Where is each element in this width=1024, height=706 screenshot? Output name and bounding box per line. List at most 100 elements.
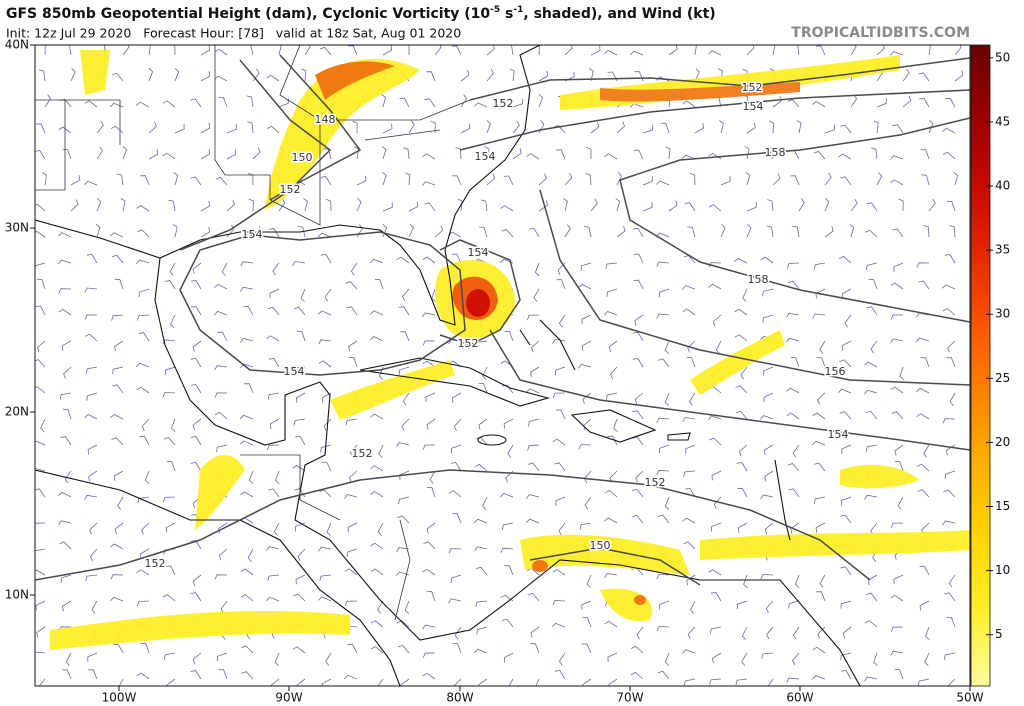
wind-barb [553,125,566,134]
wind-barb [35,600,46,611]
wind-barb [838,255,852,264]
wind-barb [850,198,858,212]
wind-barb [475,566,488,576]
wind-barb [382,202,393,212]
wind-barb [382,171,387,186]
wind-barb [764,522,774,535]
wind-barb [35,488,46,498]
wind-barb [923,225,930,238]
wind-barb [745,172,751,186]
wind-barb [344,568,358,576]
wind-barb [267,306,280,316]
wind-barb [530,643,540,654]
wind-barb [788,488,800,498]
wind-barb [325,198,332,212]
wind-barb [200,149,211,160]
wind-barb [694,122,705,134]
wind-barb [630,672,644,680]
wind-barb [552,622,566,628]
wind-barb [91,600,98,614]
wind-barb [141,522,150,535]
wind-barb [642,202,653,212]
wind-barb [743,574,748,589]
wind-barb [480,199,488,212]
wind-barb [759,415,774,420]
wind-barb [190,670,202,680]
wind-barb [876,98,887,108]
wind-barb [478,678,488,686]
wind-barb [664,340,670,354]
wind-barb [190,357,202,368]
contour-label: 154 [743,100,764,113]
wind-barb [711,522,722,532]
wind-barb [220,600,228,614]
wind-barb [555,366,566,376]
wind-barb [954,70,964,82]
wind-barb [344,674,358,680]
wind-barb [946,617,956,628]
wind-barb [173,172,179,186]
wind-barb [812,440,826,446]
colorbar-tick-label: 25 [995,371,1010,385]
wind-barb [402,288,410,302]
wind-barb [684,202,696,212]
wind-barb [682,308,696,316]
lon-label: 100W [102,691,137,705]
wind-barb [689,173,696,186]
wind-barb [301,68,307,82]
wind-barb [397,515,410,524]
wind-barb [633,227,644,238]
wind-barb [890,338,904,344]
wind-barb [190,462,202,472]
wind-barb [370,646,384,654]
wind-barb [634,392,644,405]
wind-barb [426,486,436,498]
wind-barb [687,626,696,639]
wind-barb [538,200,548,212]
wind-barb [448,598,462,604]
wind-barb [110,125,124,134]
wind-barb [266,546,280,551]
wind-barb [719,120,724,134]
wind-barb [216,444,228,453]
wind-barb [350,262,358,276]
wind-barb [787,280,800,290]
wind-barb [88,470,98,482]
wind-barb [266,335,280,342]
wind-barb [604,153,618,160]
wind-barb [763,392,774,403]
wind-barb [41,172,47,186]
wind-barb [865,229,878,238]
wind-barb [925,626,930,641]
map-frame [34,44,971,687]
wind-barb [682,417,696,423]
wind-barb [736,462,748,472]
wind-barb [788,600,800,609]
wind-barb [659,600,670,610]
wind-barb [162,391,176,398]
wind-barb [873,120,879,134]
wind-barb [656,625,670,632]
wind-barb [38,69,46,82]
wind-barb [453,678,462,686]
wind-barb [850,45,857,56]
wind-barb [786,312,800,318]
wind-barb [323,418,332,431]
contour-labels: 148 150 152 152 154 154 154 152 154 152 152 150 152 1… [143,80,850,572]
wind-barb [70,199,79,212]
wind-barb [915,337,930,343]
wind-barb [616,121,625,134]
wind-barb [605,262,618,269]
wind-barb [190,540,202,550]
wind-barb [190,305,202,316]
borders [35,45,471,621]
wind-barb [527,314,540,321]
wind-barb [816,591,826,602]
wind-barb [120,198,126,212]
wind-barb [682,649,696,654]
wind-barb [60,436,72,446]
wind-barb [110,596,124,602]
wind-barb [633,253,644,264]
wind-barb [272,262,280,276]
wind-barb [266,444,280,451]
